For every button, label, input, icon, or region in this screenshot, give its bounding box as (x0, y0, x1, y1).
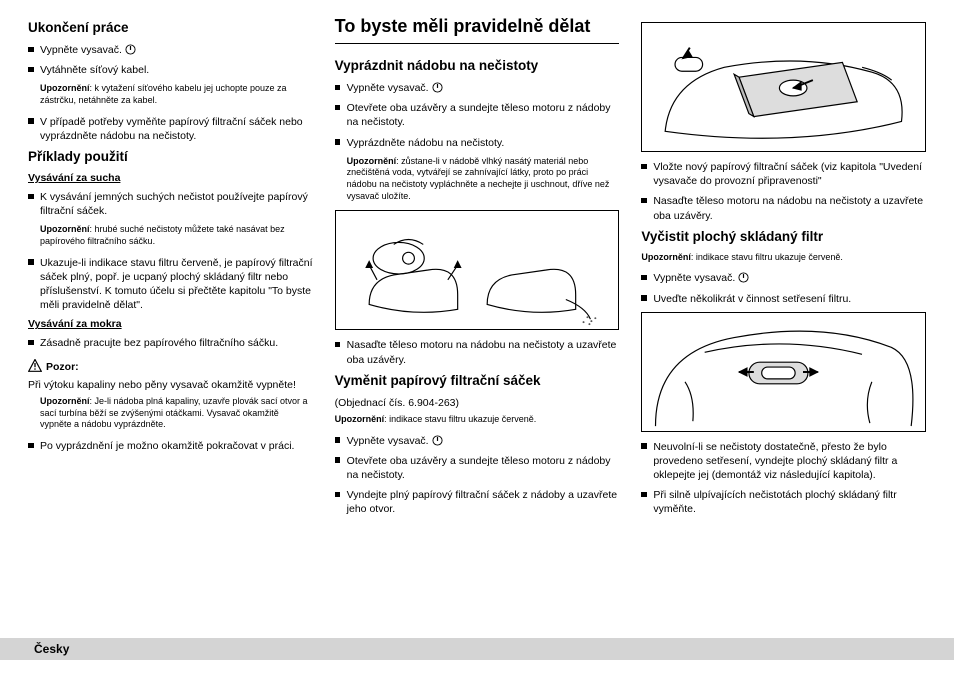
list-item: Vyndejte plný papírový filtrační sáček z… (335, 488, 620, 516)
column-3: Vložte nový papírový filtrační sáček (vi… (641, 16, 926, 523)
list-item: Uveďte několikrát v činnost setřesení fi… (641, 292, 926, 306)
main-heading: To byste měli pravidelně dělat (335, 16, 620, 37)
list-item: Vyprázdněte nádobu na nečistoty. (335, 136, 620, 150)
illustration-filter-bag (641, 22, 926, 152)
subheading-wet: Vysávání za mokra (28, 318, 313, 330)
list-item: V případě potřeby vyměňte papírový filtr… (28, 115, 313, 143)
list-item: K vysávání jemných suchých nečistot použ… (28, 190, 313, 218)
list-item: Otevřete oba uzávěry a sundejte těleso m… (335, 454, 620, 482)
list-item: Zásadně pracujte bez papírového filtračn… (28, 336, 313, 350)
list-item: Při silně ulpívajících nečistotách ploch… (641, 488, 926, 516)
heading-end-work: Ukončení práce (28, 20, 313, 35)
off-icon (432, 82, 443, 93)
list-item: Vypněte vysavač. (335, 434, 620, 448)
list-item: Vytáhněte síťový kabel. (28, 63, 313, 77)
heading-examples: Příklady použití (28, 149, 313, 164)
list-item: Vypněte vysavač. (641, 271, 926, 285)
list-item: Vypněte vysavač. (28, 43, 313, 57)
off-icon (125, 44, 136, 55)
note: Upozornění: hrubé suché nečistoty můžete… (40, 224, 313, 247)
footer-language: Česky (0, 638, 954, 660)
list-item: Neuvolní-li se nečistoty dostatečně, pře… (641, 440, 926, 483)
list-item: Ukazuje-li indikace stavu filtru červeně… (28, 256, 313, 313)
subheading-dry: Vysávání za sucha (28, 172, 313, 184)
illustration-shake-filter (641, 312, 926, 432)
list-item: Po vyprázdnění je možno okamžitě pokračo… (28, 439, 313, 453)
illustration-empty-container (335, 210, 620, 330)
heading-empty-container: Vyprázdnit nádobu na nečistoty (335, 58, 620, 73)
order-number: (Objednací čís. 6.904-263) (335, 396, 620, 410)
list-item: Nasaďte těleso motoru na nádobu na nečis… (335, 338, 620, 366)
note: Upozornění: zůstane-li v nádobě vlhký na… (347, 156, 620, 203)
off-icon (738, 272, 749, 283)
list-item: Vložte nový papírový filtrační sáček (vi… (641, 160, 926, 188)
list-item: Otevřete oba uzávěry a sundejte těleso m… (335, 101, 620, 129)
heading-paper-filter: Vyměnit papírový filtrační sáček (335, 373, 620, 388)
note: Upozornění: Je-li nádoba plná kapaliny, … (40, 396, 313, 431)
note: Upozornění: indikace stavu filtru ukazuj… (641, 252, 926, 264)
heading-flat-filter: Vyčistit plochý skládaný filtr (641, 229, 926, 244)
note: Upozornění: k vytažení síťového kabelu j… (40, 83, 313, 106)
list-item: Nasaďte těleso motoru na nádobu na nečis… (641, 194, 926, 222)
warning-icon (28, 359, 42, 376)
off-icon (432, 435, 443, 446)
note: Upozornění: indikace stavu filtru ukazuj… (335, 414, 620, 426)
column-2: To byste měli pravidelně dělat Vyprázdni… (335, 16, 620, 523)
warning: Pozor: Při výtoku kapaliny nebo pěny vys… (28, 359, 313, 392)
list-item: Vypněte vysavač. (335, 81, 620, 95)
divider (335, 43, 620, 44)
column-1: Ukončení práce Vypněte vysavač. Vytáhnět… (28, 16, 313, 523)
